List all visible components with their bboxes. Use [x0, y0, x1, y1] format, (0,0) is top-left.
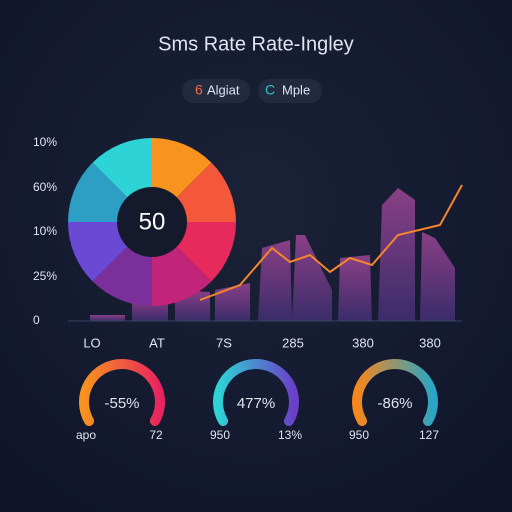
gauge-right: 127: [419, 428, 439, 442]
x-tick-label: 380: [352, 335, 374, 350]
legend-label: Mple: [282, 82, 310, 97]
x-axis: LO AT 7S 285 380 380: [83, 335, 441, 350]
gauge-left: 950: [210, 428, 230, 442]
x-tick-label: 7S: [216, 335, 232, 350]
legend-icon: C: [265, 82, 275, 98]
gauge-arc: [352, 359, 438, 426]
bar: [378, 188, 415, 321]
y-tick-label: 25%: [33, 269, 57, 283]
gauge-label: -86%: [377, 395, 412, 412]
y-tick-label: 10%: [33, 135, 57, 149]
x-tick-label: 380: [419, 335, 441, 350]
y-axis: 10% 60% 10% 25% 0: [33, 135, 57, 327]
bar: [90, 315, 125, 321]
bar: [292, 235, 332, 321]
x-tick-label: LO: [83, 335, 100, 350]
pie-center-label: 50: [139, 208, 166, 235]
y-tick-label: 60%: [33, 180, 57, 194]
gauge-left: apo: [76, 428, 96, 442]
x-tick-label: AT: [149, 335, 165, 350]
legend-icon: 6: [195, 82, 203, 98]
bar: [258, 240, 292, 321]
y-tick-label: 10%: [33, 224, 57, 238]
bar: [215, 283, 250, 321]
gauge-arc: [79, 359, 165, 426]
pie: 50: [68, 138, 236, 306]
bars: [90, 188, 455, 321]
gauge-left: 950: [349, 428, 369, 442]
gauge-label: -55%: [104, 395, 139, 412]
gauge-right: 72: [149, 428, 163, 442]
x-tick-label: 285: [282, 335, 304, 350]
trend-line: [199, 184, 463, 301]
pie-hole: [117, 187, 187, 257]
bar: [420, 232, 455, 321]
legend-pill: [182, 79, 250, 103]
gauges: -55% apo 72 477% 950 13% -86% 950 127: [76, 359, 439, 442]
gauge-label: 477%: [237, 395, 275, 412]
y-tick-label: 0: [33, 313, 40, 327]
legend-pill: [258, 79, 322, 103]
legend-label: Algiat: [207, 82, 240, 97]
bar: [338, 255, 372, 321]
gauge-arc: [213, 359, 299, 426]
gauge-right: 13%: [278, 428, 302, 442]
title: Sms Rate Rate-Ingley: [158, 33, 354, 55]
